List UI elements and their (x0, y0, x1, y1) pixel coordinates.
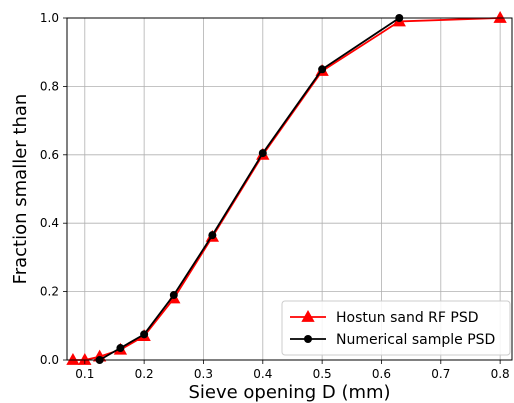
legend: Hostun sand RF PSD Numerical sample PSD (281, 300, 511, 356)
data-point (493, 11, 507, 23)
x-tick-label: 0.8 (491, 367, 510, 381)
axis-ticks: 0.1 0.2 0.3 0.4 0.5 0.6 0.7 0.8 0.0 0.2 0.4 0.6 0.8 1… (40, 11, 510, 381)
data-point (208, 231, 217, 240)
data-point (140, 330, 149, 339)
x-tick-label: 0.3 (194, 367, 213, 381)
legend-item: Hostun sand RF PSD (290, 310, 479, 326)
plot-frame (66, 17, 513, 361)
y-tick-label: 0.0 (40, 353, 59, 367)
y-tick-label: 1.0 (40, 11, 59, 25)
legend-box (281, 300, 511, 356)
x-tick-label: 0.4 (253, 367, 272, 381)
legend-label: Numerical sample PSD (336, 332, 495, 348)
data-point (318, 65, 327, 74)
legend-marker (301, 310, 315, 322)
y-axis-label: Fraction smaller than (10, 94, 31, 285)
x-tick-label: 0.1 (75, 367, 94, 381)
data-point (78, 353, 92, 365)
x-tick-label: 0.7 (431, 367, 450, 381)
x-axis-label: Sieve opening D (mm) (188, 382, 390, 403)
data-point (116, 344, 125, 353)
x-tick-label: 0.5 (313, 367, 332, 381)
y-tick-label: 0.8 (40, 79, 59, 93)
data-point (66, 353, 80, 365)
legend-item: Numerical sample PSD (290, 332, 495, 348)
data-point (169, 291, 178, 300)
data-point (258, 149, 267, 158)
x-tick-label: 0.2 (135, 367, 154, 381)
legend-label: Hostun sand RF PSD (336, 310, 479, 326)
legend-marker (304, 335, 312, 343)
series-line (99, 17, 400, 361)
y-tick-label: 0.6 (40, 148, 59, 162)
y-tick-label: 0.2 (40, 285, 59, 299)
y-tick-label: 0.4 (40, 216, 59, 230)
x-tick-label: 0.6 (372, 367, 391, 381)
